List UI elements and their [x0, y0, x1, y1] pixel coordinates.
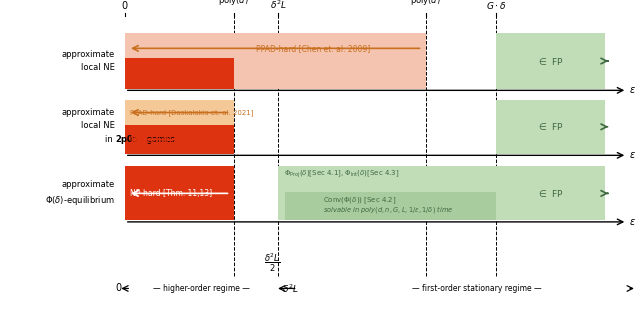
- Text: — first-order stationary regime —: — first-order stationary regime —: [412, 284, 541, 293]
- Text: in: in: [105, 135, 115, 144]
- Bar: [496, 166, 605, 220]
- Bar: [125, 100, 234, 154]
- Text: approximate
local NE: approximate local NE: [62, 50, 115, 72]
- Text: $G \cdot \delta$: $G \cdot \delta$: [486, 0, 506, 11]
- Text: $\varepsilon$: $\varepsilon$: [629, 217, 636, 227]
- Bar: [125, 125, 234, 154]
- Text: $\in$ FP: $\in$ FP: [537, 55, 564, 67]
- Text: PPAD-hard [Daskalakis et. al. 2021]: PPAD-hard [Daskalakis et. al. 2021]: [130, 109, 253, 116]
- Text: $\dfrac{\delta^2 L}{2}$: $\dfrac{\delta^2 L}{2}$: [264, 252, 280, 274]
- Text: $\delta^2 L$: $\delta^2 L$: [270, 0, 287, 11]
- Text: — higher-order regime —: — higher-order regime —: [153, 284, 250, 293]
- Bar: [125, 100, 234, 125]
- Bar: [496, 33, 605, 89]
- Bar: [278, 166, 605, 220]
- Bar: [496, 100, 605, 154]
- Text: approximate
local NE: approximate local NE: [62, 108, 115, 130]
- Text: $\dfrac{\delta^2}{\mathrm{poly}(d)}$: $\dfrac{\delta^2}{\mathrm{poly}(d)}$: [218, 0, 250, 8]
- Text: NP-hard [Cor. 2]: NP-hard [Cor. 2]: [130, 69, 191, 78]
- Text: solvable in poly$(d, n, G, L, 1/\varepsilon, 1/\delta)$ time: solvable in poly$(d, n, G, L, 1/\varepsi…: [323, 204, 454, 215]
- Bar: [125, 58, 234, 89]
- Text: 2p0s: 2p0s: [115, 135, 138, 144]
- Text: $\Phi_{\rm Proj}(\delta)$[Sec 4.1], $\Phi_{\rm Int}(\delta)$[Sec 4.3]: $\Phi_{\rm Proj}(\delta)$[Sec 4.1], $\Ph…: [284, 169, 399, 180]
- Text: games: games: [144, 135, 175, 144]
- Text: NP-hard [Thm. 11,13]: NP-hard [Thm. 11,13]: [130, 189, 212, 198]
- Bar: [285, 192, 602, 220]
- Text: $\in$ FP: $\in$ FP: [537, 188, 564, 199]
- Bar: [125, 33, 426, 89]
- Text: $\varepsilon$: $\varepsilon$: [629, 85, 636, 95]
- Text: Conv($\Phi(\delta)$) [Sec 4.2]: Conv($\Phi(\delta)$) [Sec 4.2]: [323, 195, 396, 206]
- Bar: [125, 166, 234, 220]
- Text: NP-hard [Cor. 2]: NP-hard [Cor. 2]: [130, 135, 191, 144]
- Text: 0: 0: [115, 283, 122, 294]
- Text: $\in$ FP: $\in$ FP: [537, 121, 564, 132]
- Text: approximate
$\Phi(\delta)$-equilibrium: approximate $\Phi(\delta)$-equilibrium: [45, 180, 115, 207]
- Text: $\dfrac{\delta}{\mathrm{poly}(d)}$: $\dfrac{\delta}{\mathrm{poly}(d)}$: [410, 0, 442, 8]
- Text: PPAD-hard [Chen et. al. 2009]: PPAD-hard [Chen et. al. 2009]: [257, 44, 371, 53]
- Text: $\varepsilon$: $\varepsilon$: [629, 150, 636, 160]
- Text: $\delta^2 L$: $\delta^2 L$: [282, 282, 298, 295]
- Text: 0: 0: [122, 1, 128, 11]
